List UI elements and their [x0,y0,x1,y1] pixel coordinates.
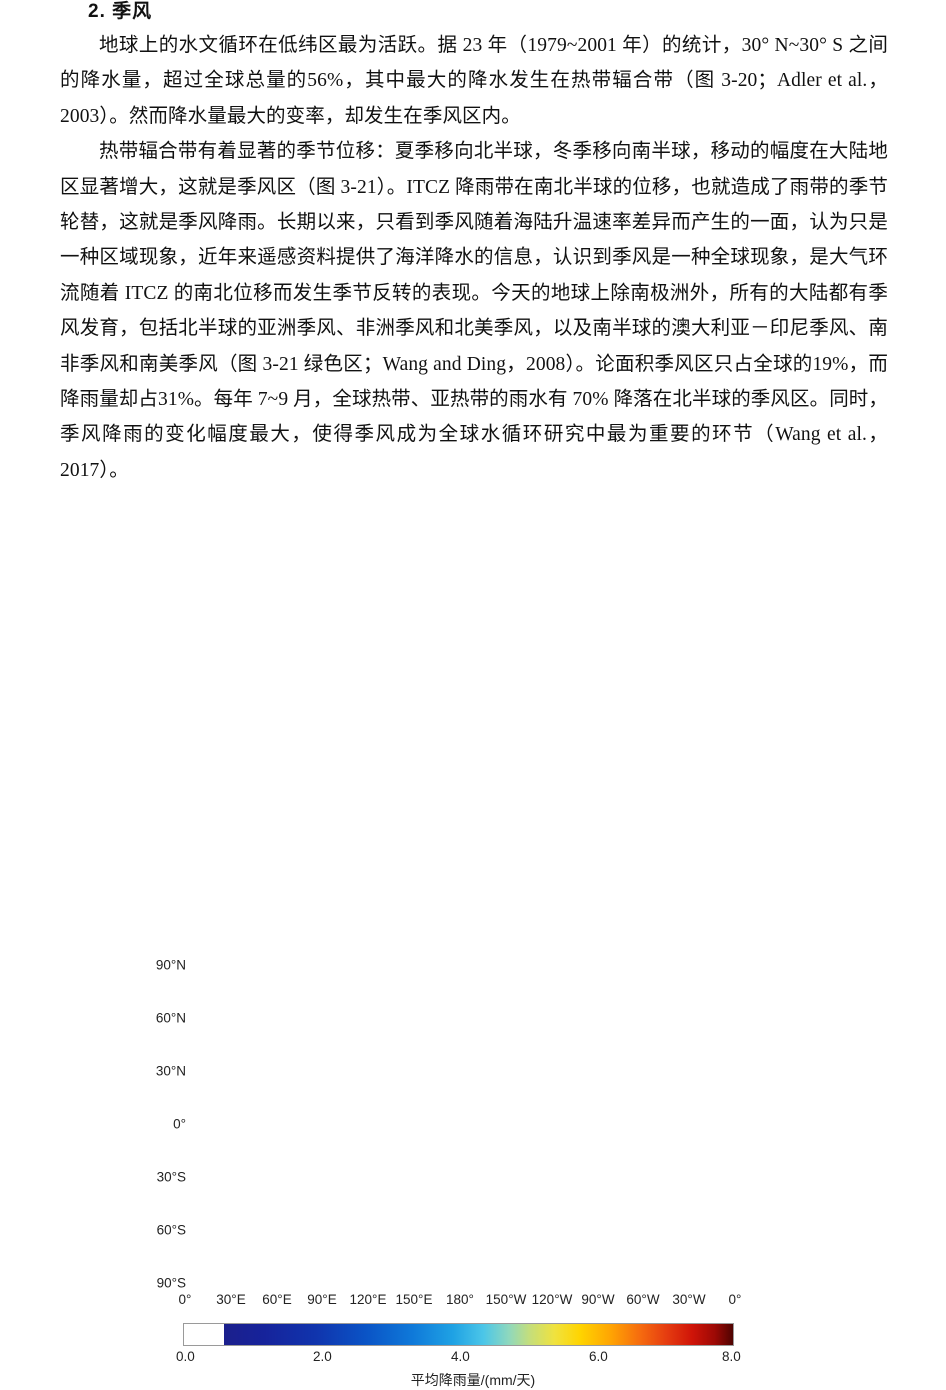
y-tick-60s: 60°S [156,1222,186,1238]
y-tick-60n: 60°N [155,1010,186,1026]
x-tick-150e: 150°E [395,1292,433,1307]
colorbar-caption: 平均降雨量/(mm/天) [410,1372,536,1388]
paragraph-1: 地球上的水文循环在低纬区最为活跃。据 23 年（1979~2001 年）的统计，… [60,35,888,127]
x-tick-0e: 0° [178,1292,192,1307]
x-tick-30e: 30°E [216,1292,246,1307]
x-tick-0w: 0° [728,1292,742,1307]
colorbar-tick-6: 6.0 [589,1349,608,1364]
x-tick-180: 180° [446,1292,474,1307]
colorbar-tick-4: 4.0 [451,1349,470,1364]
y-tick-30n: 30°N [155,1063,186,1079]
colorbar-tick-8: 8.0 [722,1349,741,1364]
x-tick-120w: 120°W [531,1292,573,1307]
paragraph-2: 热带辐合带有着显著的季节位移：夏季移向北半球，冬季移向南半球，移动的幅度在大陆地… [60,141,888,481]
y-tick-30s: 30°S [156,1169,186,1185]
x-tick-150w: 150°W [485,1292,527,1307]
y-tick-90s: 90°S [156,1275,186,1291]
colorbar-gradient [224,1324,733,1345]
x-tick-60w: 60°W [626,1292,660,1307]
y-tick-0: 0° [173,1116,186,1132]
colorbar [183,1323,734,1346]
colorbar-zero-swatch [184,1324,224,1345]
x-tick-60e: 60°E [262,1292,292,1307]
x-tick-90e: 90°E [307,1292,337,1307]
body-text: 地球上的水文循环在低纬区最为活跃。据 23 年（1979~2001 年）的统计，… [60,28,888,488]
colorbar-tick-2: 2.0 [313,1349,332,1364]
x-tick-30w: 30°W [672,1292,706,1307]
x-tick-90w: 90°W [581,1292,615,1307]
y-tick-90n: 90°N [155,957,186,973]
precipitation-map-figure: 90°N 60°N 30°N 0° 30°S 60°S 90°S [0,470,946,1389]
x-tick-120e: 120°E [349,1292,387,1307]
colorbar-tick-0: 0.0 [176,1349,195,1364]
section-heading: 2. 季风 [88,1,153,22]
